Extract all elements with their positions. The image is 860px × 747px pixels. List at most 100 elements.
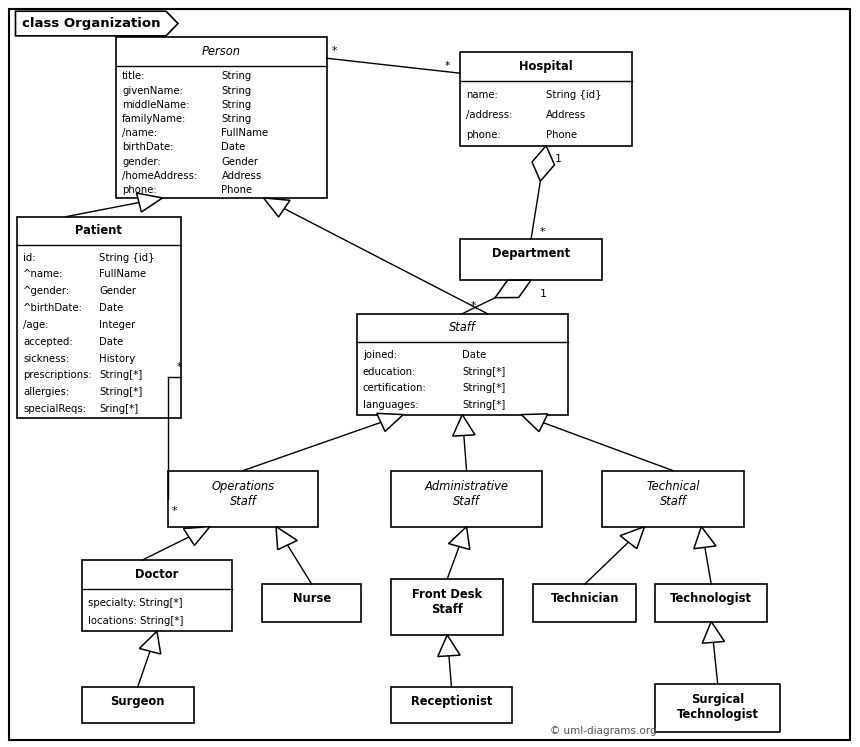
Polygon shape	[139, 631, 161, 654]
Text: Front Desk
Staff: Front Desk Staff	[412, 588, 482, 616]
Text: Date: Date	[99, 303, 123, 313]
FancyBboxPatch shape	[391, 687, 512, 723]
Text: 1: 1	[555, 154, 562, 164]
Text: Address: Address	[222, 171, 261, 181]
Polygon shape	[15, 11, 178, 36]
Text: Integer: Integer	[99, 320, 135, 330]
Text: Receptionist: Receptionist	[411, 695, 492, 708]
Text: /age:: /age:	[23, 320, 49, 330]
Text: birthDate:: birthDate:	[122, 143, 174, 152]
Text: String {id}: String {id}	[546, 90, 602, 100]
Text: Doctor: Doctor	[135, 568, 179, 581]
Text: String: String	[222, 100, 252, 110]
Text: String: String	[222, 72, 252, 81]
Text: specialReqs:: specialReqs:	[23, 404, 86, 414]
Text: languages:: languages:	[363, 400, 419, 410]
Text: Hospital: Hospital	[519, 60, 573, 73]
FancyBboxPatch shape	[357, 314, 568, 415]
Text: © uml-diagrams.org: © uml-diagrams.org	[550, 725, 657, 736]
Text: name:: name:	[466, 90, 498, 100]
FancyBboxPatch shape	[655, 684, 780, 732]
Text: Sring[*]: Sring[*]	[99, 404, 138, 414]
Text: title:: title:	[122, 72, 145, 81]
Text: Person: Person	[202, 45, 241, 58]
Text: String[*]: String[*]	[99, 371, 142, 380]
FancyBboxPatch shape	[9, 9, 850, 740]
Text: Surgical
Technologist: Surgical Technologist	[677, 692, 759, 721]
Text: *: *	[172, 506, 177, 515]
Text: phone:: phone:	[122, 185, 157, 195]
Text: Surgeon: Surgeon	[110, 695, 165, 708]
Polygon shape	[137, 193, 163, 212]
FancyBboxPatch shape	[391, 579, 503, 635]
Text: allergies:: allergies:	[23, 387, 70, 397]
Text: familyName:: familyName:	[122, 114, 187, 124]
Polygon shape	[532, 146, 555, 182]
Text: Phone: Phone	[546, 130, 577, 140]
Text: ^gender:: ^gender:	[23, 286, 71, 297]
Text: String: String	[222, 114, 252, 124]
Text: education:: education:	[363, 367, 416, 376]
Text: *: *	[176, 362, 181, 372]
Polygon shape	[263, 198, 290, 217]
FancyBboxPatch shape	[262, 584, 361, 622]
Text: Technical
Staff: Technical Staff	[646, 480, 700, 508]
Text: phone:: phone:	[466, 130, 501, 140]
Text: Technologist: Technologist	[670, 592, 752, 605]
Polygon shape	[521, 414, 548, 432]
Text: locations: String[*]: locations: String[*]	[88, 616, 183, 626]
Text: Administrative
Staff: Administrative Staff	[425, 480, 508, 508]
Text: joined:: joined:	[363, 350, 397, 360]
Text: Gender: Gender	[99, 286, 136, 297]
FancyBboxPatch shape	[391, 471, 542, 527]
FancyBboxPatch shape	[82, 560, 232, 631]
Text: /homeAddress:: /homeAddress:	[122, 171, 198, 181]
Text: class Organization: class Organization	[22, 17, 161, 30]
FancyBboxPatch shape	[460, 52, 632, 146]
Text: FullName: FullName	[222, 128, 268, 138]
Text: String[*]: String[*]	[463, 367, 506, 376]
Polygon shape	[620, 527, 645, 548]
Text: specialty: String[*]: specialty: String[*]	[88, 598, 182, 607]
Text: Nurse: Nurse	[292, 592, 331, 605]
Text: ^birthDate:: ^birthDate:	[23, 303, 83, 313]
Text: 1: 1	[540, 288, 546, 299]
Polygon shape	[495, 280, 531, 298]
Text: *: *	[332, 46, 337, 56]
Text: certification:: certification:	[363, 383, 427, 394]
Polygon shape	[377, 413, 403, 432]
FancyBboxPatch shape	[168, 471, 318, 527]
Text: gender:: gender:	[122, 157, 161, 167]
FancyBboxPatch shape	[17, 217, 181, 418]
Text: id:: id:	[23, 252, 36, 263]
Text: *: *	[471, 301, 476, 311]
FancyBboxPatch shape	[460, 239, 602, 280]
Text: *: *	[445, 61, 450, 71]
Text: Patient: Patient	[76, 224, 122, 238]
FancyBboxPatch shape	[533, 584, 636, 622]
Text: Date: Date	[222, 143, 246, 152]
FancyBboxPatch shape	[602, 471, 744, 527]
Text: Date: Date	[463, 350, 487, 360]
Text: Date: Date	[99, 337, 123, 347]
Polygon shape	[449, 527, 470, 550]
Text: FullName: FullName	[99, 270, 146, 279]
Polygon shape	[276, 527, 298, 550]
Polygon shape	[703, 622, 724, 643]
Text: Operations
Staff: Operations Staff	[212, 480, 274, 508]
Text: String[*]: String[*]	[99, 387, 142, 397]
Text: Address: Address	[546, 110, 587, 120]
Text: sickness:: sickness:	[23, 353, 70, 364]
Text: Department: Department	[492, 247, 570, 260]
Text: String[*]: String[*]	[463, 383, 506, 394]
Text: middleName:: middleName:	[122, 100, 189, 110]
Polygon shape	[452, 415, 475, 436]
Text: accepted:: accepted:	[23, 337, 73, 347]
FancyBboxPatch shape	[116, 37, 327, 198]
Text: prescriptions:: prescriptions:	[23, 371, 92, 380]
Text: Staff: Staff	[449, 321, 476, 335]
Text: String[*]: String[*]	[463, 400, 506, 410]
FancyBboxPatch shape	[655, 584, 767, 622]
Text: givenName:: givenName:	[122, 86, 183, 96]
Text: String {id}: String {id}	[99, 252, 155, 263]
